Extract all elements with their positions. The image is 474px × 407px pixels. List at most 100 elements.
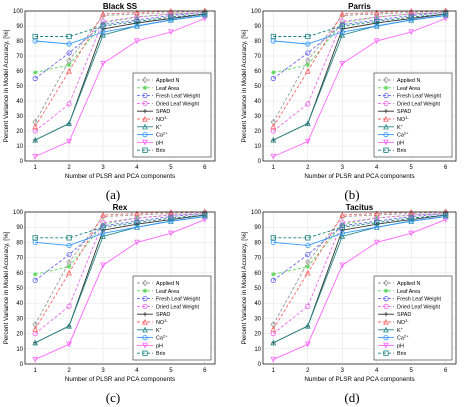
data-point bbox=[408, 17, 414, 23]
data-point bbox=[66, 303, 72, 309]
series-line bbox=[273, 18, 446, 157]
legend-marker bbox=[142, 318, 148, 325]
legend-marker bbox=[383, 303, 389, 309]
series-line bbox=[273, 213, 446, 334]
y-tick-label: 0 bbox=[20, 362, 24, 368]
y-tick-label: 70 bbox=[16, 256, 23, 262]
data-point bbox=[373, 239, 380, 246]
data-point bbox=[168, 29, 174, 36]
x-tick-label: 5 bbox=[410, 165, 414, 171]
data-point bbox=[168, 17, 174, 23]
x-tick-label: 3 bbox=[341, 368, 345, 374]
x-tick-label: 6 bbox=[203, 368, 207, 374]
x-tick-label: 4 bbox=[375, 165, 379, 171]
data-point bbox=[339, 29, 345, 35]
data-point bbox=[66, 138, 72, 145]
series-line bbox=[273, 214, 446, 239]
series-line bbox=[273, 12, 446, 79]
legend-marker bbox=[142, 279, 148, 287]
series-line bbox=[34, 213, 205, 334]
data-point bbox=[340, 20, 345, 26]
y-tick-label: 20 bbox=[16, 332, 23, 338]
series-line bbox=[35, 15, 205, 45]
legend-label: Applied N bbox=[397, 78, 420, 84]
legend-label: Leaf Area bbox=[156, 86, 179, 92]
data-point bbox=[408, 212, 414, 218]
series-line bbox=[273, 15, 446, 45]
y-tick-label: 60 bbox=[16, 69, 23, 75]
data-point bbox=[339, 31, 346, 38]
data-point bbox=[340, 26, 345, 32]
y-tick-label: 60 bbox=[16, 271, 23, 277]
data-point bbox=[32, 75, 38, 82]
data-point bbox=[100, 31, 106, 38]
legend: Applied N Leaf Area Fresh Leaf WeightDried… bbox=[373, 72, 453, 158]
y-tick-label: 20 bbox=[16, 129, 23, 135]
legend-label: NO3- bbox=[156, 115, 168, 124]
legend-label: Applied N bbox=[397, 281, 420, 287]
y-axis-label: Percent Variance in Model Accuracy, [%] bbox=[241, 231, 248, 344]
data-point bbox=[100, 29, 106, 35]
data-point bbox=[32, 277, 38, 283]
data-point bbox=[270, 153, 277, 160]
y-tick-label: 30 bbox=[16, 114, 23, 120]
y-tick-label: 0 bbox=[258, 159, 262, 165]
data-point bbox=[339, 211, 346, 218]
data-point bbox=[32, 356, 39, 363]
data-point bbox=[339, 262, 346, 269]
x-axis-label: Number of PLSR and PCA components bbox=[65, 173, 175, 180]
legend-marker bbox=[383, 342, 389, 349]
data-point bbox=[66, 264, 72, 269]
x-tick-label: 3 bbox=[101, 165, 105, 171]
legend-marker bbox=[383, 76, 389, 84]
y-tick-label: 50 bbox=[254, 84, 261, 90]
y-axis-label: Percent Variance in Model Accuracy, [%] bbox=[3, 231, 10, 344]
y-tick-label: 100 bbox=[251, 9, 262, 15]
x-axis-label: Number of PLSR and PCA components bbox=[304, 376, 414, 383]
legend-label: pH bbox=[156, 140, 163, 146]
legend-marker bbox=[142, 123, 148, 130]
plot-frame bbox=[262, 10, 457, 162]
legend-marker bbox=[142, 100, 148, 107]
chart-title: Rex bbox=[113, 203, 128, 212]
legend-marker bbox=[142, 85, 148, 90]
data-point bbox=[373, 210, 380, 217]
data-point bbox=[32, 325, 39, 332]
plot-frame bbox=[262, 211, 457, 365]
legend-marker bbox=[383, 318, 389, 325]
data-point bbox=[66, 322, 72, 329]
y-tick-label: 30 bbox=[16, 316, 23, 322]
y-tick-label: 10 bbox=[254, 144, 261, 150]
data-point bbox=[66, 120, 72, 127]
y-tick-label: 60 bbox=[254, 271, 261, 277]
legend-marker bbox=[142, 93, 148, 99]
data-point bbox=[271, 272, 276, 277]
data-point bbox=[100, 233, 106, 239]
data-point bbox=[270, 33, 276, 40]
panel-label: (a) bbox=[106, 187, 120, 202]
chart-panel-3: 0 10 20 30 40 50 60 70 80 90 100 1 2 3 4 5 6 Rex Number of… bbox=[3, 203, 216, 405]
legend-label: Ca2+ bbox=[397, 130, 409, 139]
y-axis-label: Percent Variance in Model Accuracy, [%] bbox=[241, 29, 248, 142]
data-point bbox=[304, 341, 311, 348]
data-point bbox=[168, 218, 174, 224]
y-tick-label: 80 bbox=[16, 39, 23, 45]
data-point bbox=[134, 220, 140, 226]
legend-marker bbox=[383, 279, 389, 287]
data-point bbox=[100, 224, 106, 230]
legend-marker bbox=[142, 139, 148, 146]
data-point bbox=[408, 212, 414, 218]
data-point bbox=[305, 264, 311, 269]
series-line bbox=[272, 211, 446, 325]
data-point bbox=[270, 356, 277, 363]
data-point bbox=[373, 38, 380, 45]
data-point bbox=[305, 235, 311, 241]
data-point bbox=[168, 230, 174, 237]
data-point bbox=[305, 101, 311, 107]
legend-label: pH bbox=[156, 343, 163, 349]
legend-marker bbox=[383, 100, 389, 107]
y-tick-label: 50 bbox=[16, 84, 23, 90]
data-point bbox=[32, 235, 38, 241]
data-point bbox=[270, 123, 277, 130]
legend-marker bbox=[383, 295, 389, 302]
